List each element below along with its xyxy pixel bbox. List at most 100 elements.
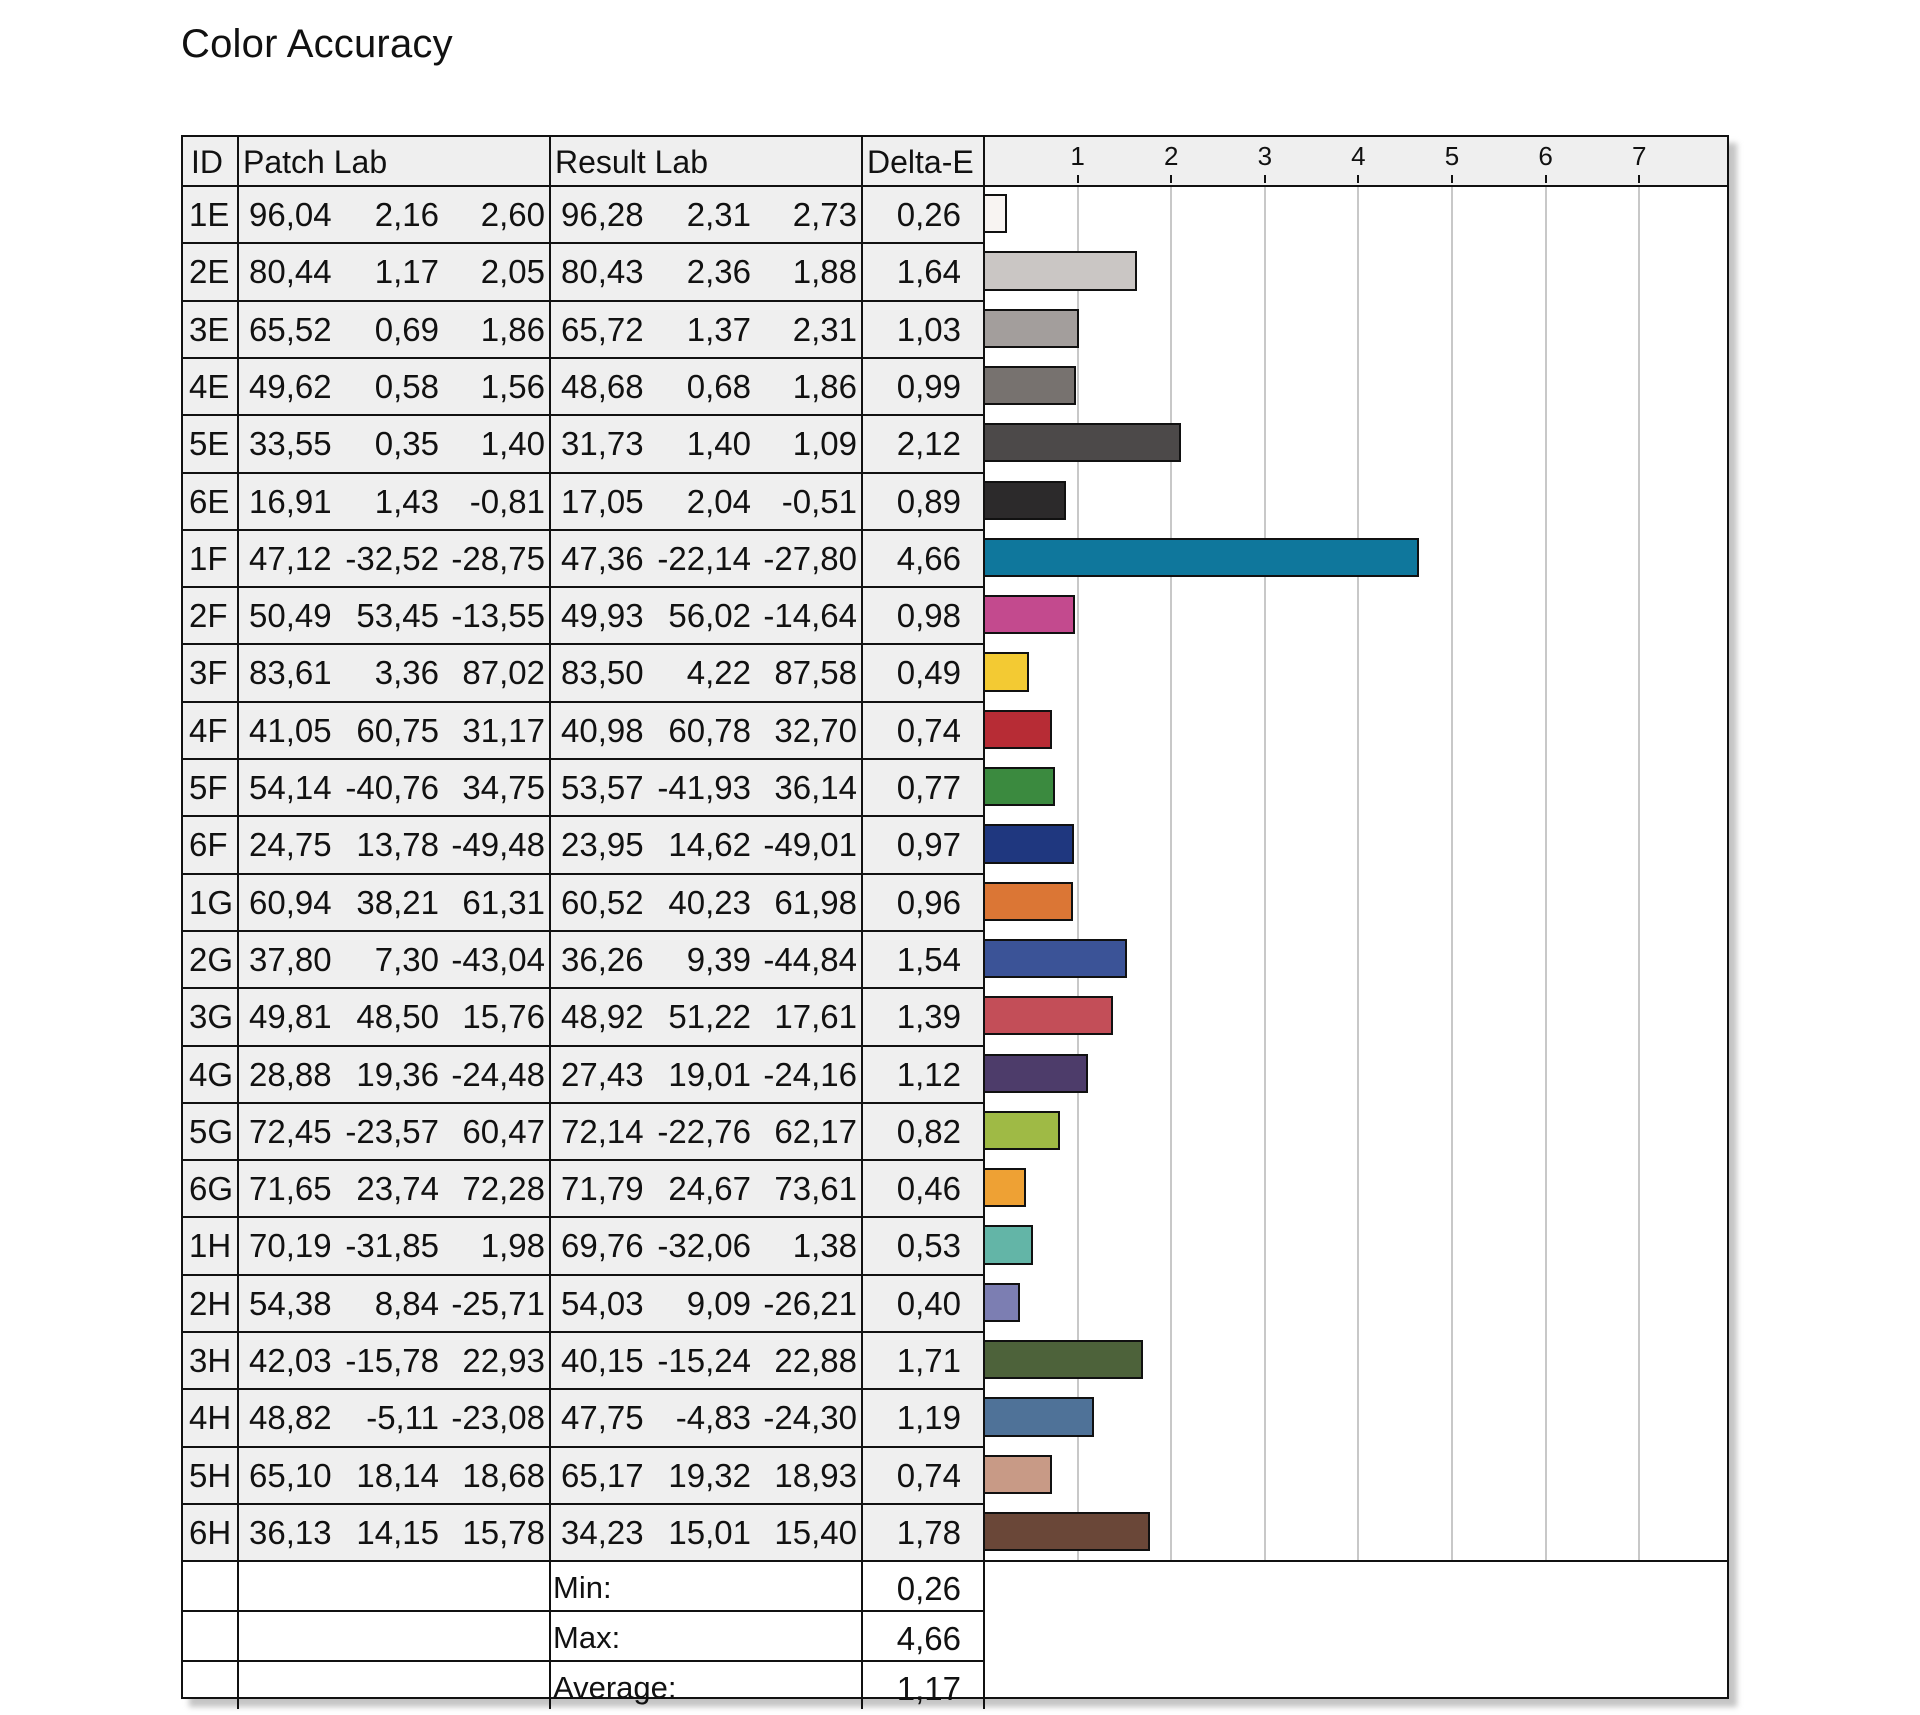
result-lab-value: -24,16 — [763, 1055, 857, 1093]
row-delta-e: 0,53 — [896, 1227, 961, 1265]
result-lab-value: -49,01 — [763, 826, 857, 864]
row-id: 2H — [189, 1284, 232, 1322]
row-id: 4H — [189, 1399, 232, 1437]
row-divider — [183, 643, 983, 646]
summary-label: Average: — [553, 1669, 677, 1705]
patch-lab-value: 1,17 — [374, 253, 439, 291]
row-delta-e: 0,74 — [896, 1456, 961, 1494]
row-delta-e: 0,74 — [896, 711, 961, 749]
summary-value: 1,17 — [896, 1669, 961, 1707]
patch-lab-value: 31,17 — [462, 711, 545, 749]
column-divider — [549, 137, 551, 1710]
patch-lab-value: 15,78 — [462, 1513, 545, 1551]
row-id: 5H — [189, 1456, 232, 1494]
patch-lab-value: 80,44 — [249, 253, 332, 291]
result-lab-value: 2,36 — [686, 253, 751, 291]
result-lab-value: 48,92 — [561, 998, 644, 1036]
patch-lab-value: 15,76 — [462, 998, 545, 1036]
row-delta-e: 0,49 — [896, 654, 961, 692]
patch-lab-value: 16,91 — [249, 482, 332, 520]
tick-label-5: 5 — [1444, 141, 1460, 171]
column-divider — [983, 137, 985, 1710]
row-divider — [183, 1388, 983, 1391]
delta-e-bar-1H — [983, 1225, 1033, 1265]
patch-lab-value: 60,75 — [356, 711, 439, 749]
result-lab-value: 2,73 — [792, 196, 857, 233]
result-lab-value: 24,67 — [668, 1170, 751, 1208]
patch-lab-value: 49,62 — [249, 367, 332, 405]
patch-lab-value: 65,52 — [249, 310, 332, 348]
chart-title: Color Accuracy — [181, 22, 453, 66]
row-delta-e: 0,98 — [896, 597, 961, 635]
result-lab-value: 15,01 — [668, 1513, 751, 1551]
patch-lab-value: 18,68 — [462, 1456, 545, 1494]
row-delta-e: 1,19 — [896, 1399, 961, 1437]
result-lab-value: 34,23 — [561, 1513, 644, 1551]
result-lab-value: 19,32 — [668, 1456, 751, 1494]
tick-mark-6 — [1544, 175, 1547, 183]
result-lab-value: 19,01 — [668, 1055, 751, 1093]
result-lab-value: 22,88 — [774, 1342, 857, 1379]
row-divider — [183, 700, 983, 703]
patch-lab-value: 65,10 — [249, 1456, 332, 1494]
delta-e-bar-1G — [983, 881, 1073, 921]
result-lab-value: 23,95 — [561, 826, 644, 864]
patch-lab-value: 2,05 — [480, 253, 545, 291]
result-lab-value: -14,64 — [763, 597, 857, 635]
row-id: 5F — [189, 769, 228, 806]
row-divider — [183, 528, 983, 531]
row-divider — [183, 1159, 983, 1162]
row-divider — [183, 987, 983, 990]
tick-mark-2 — [1170, 175, 1173, 183]
patch-lab-value: -13,55 — [451, 597, 545, 635]
row-id: 2E — [189, 253, 230, 291]
delta-e-bar-4H — [983, 1397, 1095, 1437]
patch-lab-value: 13,78 — [356, 826, 439, 864]
result-lab-value: 4,22 — [686, 654, 751, 692]
row-delta-e: 0,89 — [896, 482, 961, 520]
result-lab-value: 2,31 — [792, 310, 857, 348]
row-delta-e: 0,40 — [896, 1284, 961, 1322]
patch-lab-value: 7,30 — [374, 940, 439, 978]
result-lab-value: 69,76 — [561, 1227, 644, 1265]
grid-line-6 — [1544, 185, 1547, 1561]
delta-e-bar-1E — [983, 194, 1008, 234]
result-lab-value: -22,76 — [657, 1112, 751, 1150]
result-lab-value: 17,05 — [561, 482, 644, 520]
patch-lab-value: 22,93 — [462, 1342, 545, 1379]
row-divider — [183, 758, 983, 760]
header-divider — [183, 185, 1727, 187]
patch-lab-value: -24,48 — [451, 1055, 545, 1093]
result-lab-value: 14,62 — [668, 826, 751, 864]
row-divider — [183, 1216, 983, 1219]
patch-lab-value: -0,81 — [469, 482, 545, 520]
patch-lab-value: -28,75 — [451, 539, 545, 577]
patch-lab-value: 37,80 — [249, 940, 332, 978]
result-lab-value: 40,15 — [561, 1342, 644, 1379]
patch-lab-value: 36,13 — [249, 1513, 332, 1551]
result-lab-value: 56,02 — [668, 597, 751, 635]
result-lab-value: 48,68 — [561, 367, 644, 405]
summary-value: 0,26 — [896, 1570, 961, 1608]
grid-line-4 — [1357, 185, 1360, 1561]
result-lab-value: 72,14 — [561, 1112, 644, 1150]
result-lab-value: 40,98 — [561, 711, 644, 749]
row-divider — [183, 299, 983, 302]
summary-value: 4,66 — [896, 1619, 961, 1657]
delta-e-bar-2H — [983, 1282, 1021, 1322]
row-divider — [183, 1502, 983, 1505]
result-lab-value: 47,36 — [561, 539, 644, 577]
delta-e-bar-5G — [983, 1110, 1060, 1151]
result-lab-value: 1,88 — [792, 253, 857, 291]
row-id: 6F — [189, 826, 228, 864]
summary-label: Max: — [553, 1619, 621, 1655]
patch-lab-value: 0,35 — [374, 425, 439, 463]
row-id: 1E — [189, 196, 230, 233]
row-delta-e: 1,03 — [896, 310, 961, 348]
row-delta-e: 0,46 — [896, 1170, 961, 1208]
patch-lab-value: 54,14 — [249, 769, 332, 806]
patch-lab-value: 1,43 — [374, 482, 439, 520]
row-delta-e: 1,78 — [896, 1513, 961, 1551]
patch-lab-value: -23,08 — [451, 1399, 545, 1437]
row-divider — [183, 1101, 983, 1104]
